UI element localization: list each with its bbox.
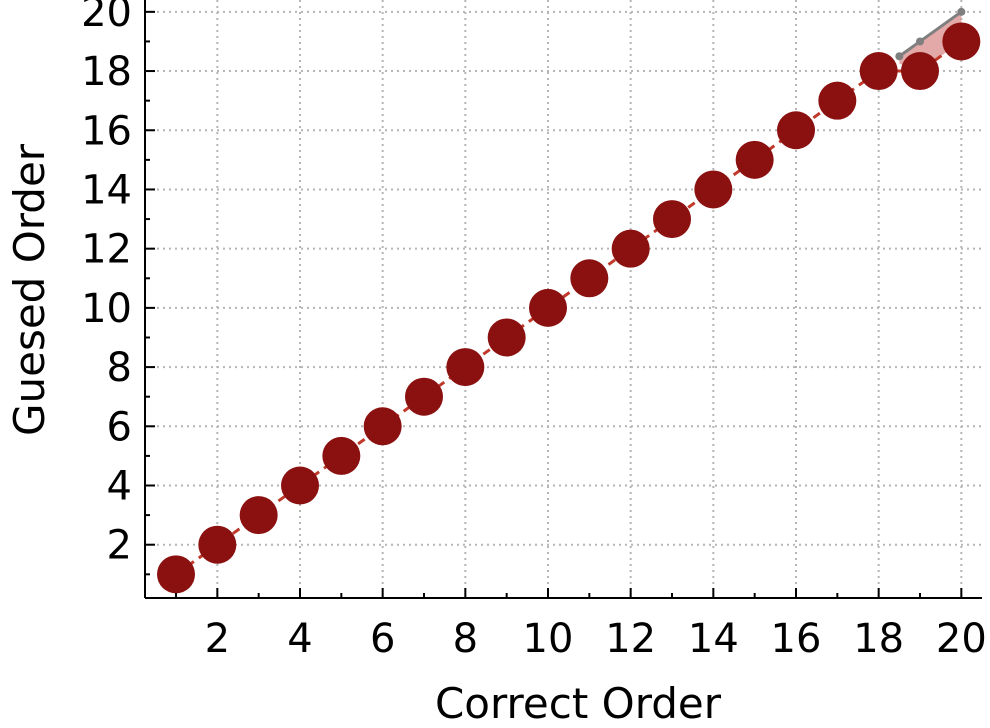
x-tick-label: 4 <box>287 616 312 662</box>
data-point <box>487 318 526 357</box>
y-tick-label: 2 <box>107 523 132 569</box>
data-point <box>777 111 815 150</box>
y-tick-label: 16 <box>81 108 132 154</box>
y-axis-title: Guesed Order <box>5 143 54 436</box>
data-point <box>405 377 443 416</box>
data-points <box>157 22 981 594</box>
data-point <box>653 200 691 239</box>
y-tick-label: 6 <box>107 404 132 450</box>
data-point <box>322 436 361 475</box>
data-point <box>570 259 609 298</box>
x-axis-title: Correct Order <box>435 679 722 728</box>
y-tick-label: 20 <box>81 0 132 36</box>
x-tick-label: 20 <box>936 616 987 662</box>
data-point <box>281 466 319 505</box>
data-point <box>446 348 485 387</box>
tick-labels: 2 4 6 8 10 12 14 16 18 20 2 4 6 8 10 12 14 16 18 20 <box>81 0 987 662</box>
reference-point <box>916 37 924 46</box>
data-point <box>694 170 733 209</box>
y-tick-label: 4 <box>107 464 132 510</box>
reference-point <box>957 7 966 16</box>
y-tick-label: 18 <box>81 49 132 95</box>
data-point <box>611 229 650 268</box>
data-point <box>942 22 981 61</box>
x-tick-label: 12 <box>605 616 656 662</box>
reference-point <box>895 52 904 61</box>
x-tick-label: 2 <box>205 616 230 662</box>
data-point <box>901 52 939 91</box>
x-tick-label: 8 <box>453 616 478 662</box>
data-point <box>157 555 195 594</box>
y-tick-label: 10 <box>81 286 132 332</box>
data-point <box>529 288 567 327</box>
axes <box>144 0 982 599</box>
x-tick-label: 18 <box>853 616 904 662</box>
data-point <box>198 525 237 564</box>
y-tick-label: 8 <box>107 345 132 391</box>
data-point <box>363 407 402 446</box>
data-point <box>735 140 774 179</box>
x-tick-label: 10 <box>523 616 574 662</box>
data-point <box>818 81 857 120</box>
data-point <box>239 496 278 535</box>
x-tick-label: 6 <box>370 616 395 662</box>
grid-lines <box>145 0 982 598</box>
data-point <box>859 52 898 91</box>
x-tick-label: 16 <box>771 616 822 662</box>
y-tick-label: 14 <box>81 167 132 213</box>
x-tick-label: 14 <box>688 616 739 662</box>
y-tick-label: 12 <box>81 227 132 273</box>
